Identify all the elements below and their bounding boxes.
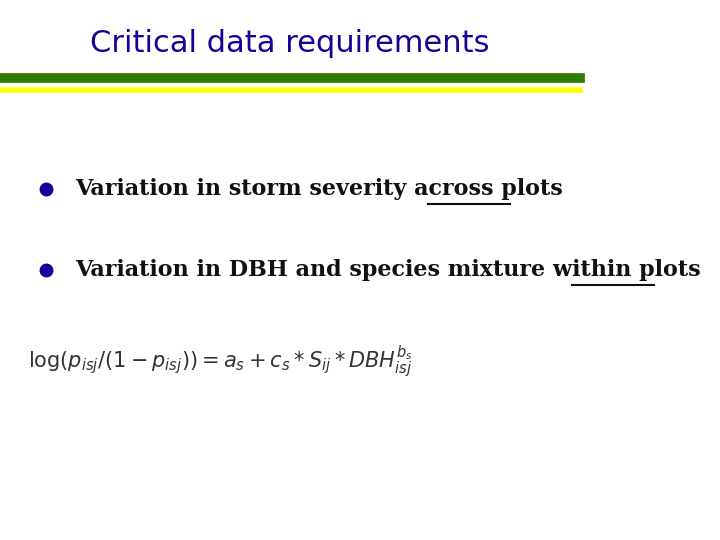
Text: Variation in DBH and species mixture within plots: Variation in DBH and species mixture wit… bbox=[76, 259, 701, 281]
Text: Variation in storm severity across plots: Variation in storm severity across plots bbox=[76, 178, 563, 200]
Text: Critical data requirements: Critical data requirements bbox=[90, 29, 490, 58]
Text: $\log(p_{isj}/(1-p_{isj})) = a_s + c_s * S_{ij} * DBH_{isj}^{b_s}$: $\log(p_{isj}/(1-p_{isj})) = a_s + c_s *… bbox=[28, 343, 413, 380]
